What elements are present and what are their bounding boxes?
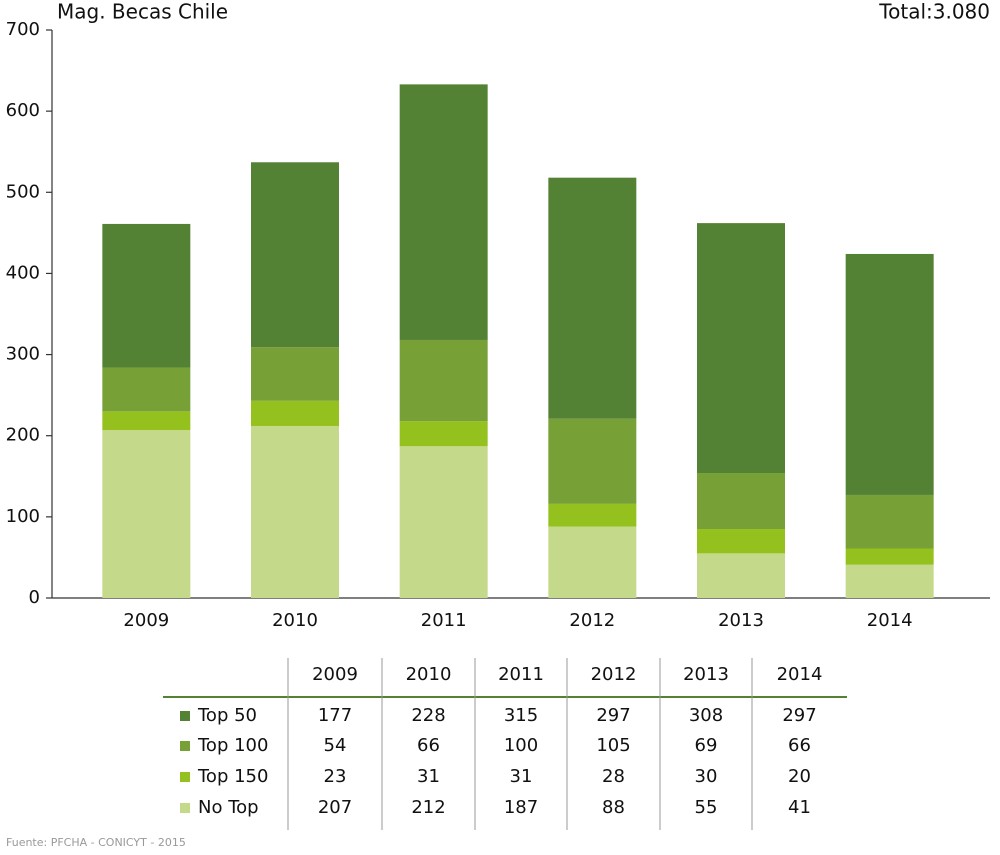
table-value: 88 bbox=[602, 797, 625, 818]
bar-segment bbox=[399, 339, 488, 422]
legend-label: No Top bbox=[198, 797, 259, 818]
bar-segment bbox=[548, 177, 637, 419]
table-value: 100 bbox=[504, 735, 538, 756]
table-value: 177 bbox=[318, 705, 352, 726]
bar-segment bbox=[102, 430, 191, 598]
table-value: 308 bbox=[689, 705, 723, 726]
legend-label: Top 150 bbox=[197, 766, 268, 787]
total-annotation: Total:3.080 bbox=[878, 0, 990, 24]
bar-segment bbox=[845, 494, 934, 549]
bar-segment bbox=[102, 411, 191, 431]
y-tick-label: 400 bbox=[6, 262, 40, 283]
table-value: 69 bbox=[695, 735, 718, 756]
table-value: 54 bbox=[324, 735, 347, 756]
table-value: 212 bbox=[411, 797, 445, 818]
table-header: 2010 bbox=[406, 664, 452, 685]
source: Fuente: PFCHA - CONICYT - 2015 bbox=[6, 836, 186, 849]
table-value: 28 bbox=[602, 766, 625, 787]
x-tick-label: 2010 bbox=[272, 610, 318, 631]
table-header: 2011 bbox=[498, 664, 544, 685]
bar-segment bbox=[399, 421, 488, 447]
legend-swatch bbox=[180, 711, 190, 721]
table-value: 187 bbox=[504, 797, 538, 818]
x-tick-label: 2014 bbox=[867, 610, 913, 631]
table-value: 20 bbox=[788, 766, 811, 787]
chart-title: Mag. Becas Chile bbox=[57, 0, 228, 24]
bar-segment bbox=[251, 162, 339, 348]
y-tick-label: 500 bbox=[6, 181, 40, 202]
table-value: 66 bbox=[417, 735, 440, 756]
table-value: 207 bbox=[318, 797, 352, 818]
y-tick-label: 0 bbox=[29, 587, 40, 608]
table-value: 66 bbox=[788, 735, 811, 756]
bar-segment bbox=[399, 84, 488, 340]
bar-segment bbox=[697, 553, 785, 598]
table-value: 55 bbox=[695, 797, 718, 818]
table-value: 23 bbox=[324, 766, 347, 787]
table-value: 228 bbox=[411, 705, 445, 726]
table-value: 297 bbox=[596, 705, 630, 726]
legend-swatch bbox=[180, 772, 190, 782]
bar-segment bbox=[697, 529, 785, 554]
bar-segment bbox=[845, 253, 934, 495]
bar-segment bbox=[845, 548, 934, 565]
table-header: 2013 bbox=[683, 664, 729, 685]
bar-segment bbox=[548, 503, 637, 527]
bar-segment bbox=[697, 223, 785, 474]
y-tick-label: 700 bbox=[6, 19, 40, 40]
table-header: 2014 bbox=[777, 664, 823, 685]
bar-segment bbox=[548, 418, 637, 504]
bar-segment bbox=[251, 347, 339, 401]
bar-segment bbox=[102, 223, 191, 368]
legend-label: Top 50 bbox=[197, 705, 257, 726]
bar-segment bbox=[251, 400, 339, 426]
table-value: 315 bbox=[504, 705, 538, 726]
x-tick-label: 2013 bbox=[718, 610, 764, 631]
table-value: 30 bbox=[695, 766, 718, 787]
y-tick-label: 300 bbox=[6, 344, 40, 365]
legend-swatch bbox=[180, 803, 190, 813]
x-tick-label: 2011 bbox=[421, 610, 467, 631]
legend-label: Top 100 bbox=[197, 735, 268, 756]
y-tick-label: 100 bbox=[6, 506, 40, 527]
x-tick-label: 2009 bbox=[123, 610, 169, 631]
bar-segment bbox=[251, 425, 339, 598]
bar-segment bbox=[845, 564, 934, 598]
table-value: 31 bbox=[510, 766, 533, 787]
table-value: 105 bbox=[596, 735, 630, 756]
table-value: 31 bbox=[417, 766, 440, 787]
x-tick-label: 2012 bbox=[569, 610, 615, 631]
bar-segment bbox=[399, 446, 488, 598]
y-tick-label: 200 bbox=[6, 425, 40, 446]
bar-segment bbox=[697, 473, 785, 530]
legend-swatch bbox=[180, 741, 190, 751]
y-tick-label: 600 bbox=[6, 100, 40, 121]
table-value: 297 bbox=[782, 705, 816, 726]
table-value: 41 bbox=[788, 797, 811, 818]
table-header: 2012 bbox=[591, 664, 637, 685]
bar-segment bbox=[548, 526, 637, 598]
bar-segment bbox=[102, 367, 191, 412]
table-header: 2009 bbox=[312, 664, 358, 685]
